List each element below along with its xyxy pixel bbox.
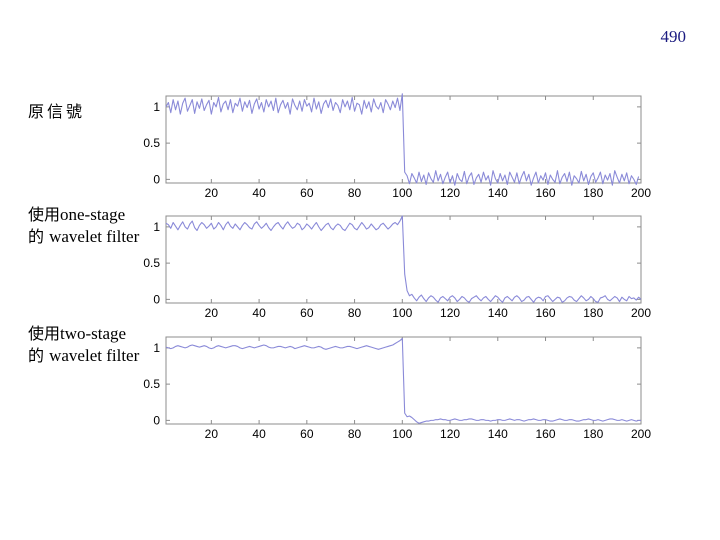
x-tick-label: 160 bbox=[536, 186, 556, 200]
x-tick-label: 80 bbox=[348, 186, 362, 200]
plot-frame bbox=[165, 95, 642, 184]
label-two-stage-line2: 的 wavelet filter bbox=[28, 345, 139, 367]
x-tick-label: 180 bbox=[583, 186, 603, 200]
label-one-stage-prefix: 使用 bbox=[28, 205, 61, 224]
plot-frame bbox=[165, 336, 642, 425]
x-tick-label: 60 bbox=[300, 427, 314, 441]
y-tick-label: 0 bbox=[153, 292, 160, 306]
x-tick-label: 140 bbox=[488, 427, 508, 441]
series-line-1 bbox=[165, 337, 641, 424]
label-two-stage-text: two-stage bbox=[60, 324, 127, 343]
x-tick-label: 20 bbox=[205, 306, 219, 320]
series-line-1 bbox=[165, 215, 642, 303]
x-tick-label: 120 bbox=[440, 186, 460, 200]
x-tick-label: 120 bbox=[440, 306, 460, 320]
x-tick-label: 20 bbox=[205, 427, 219, 441]
x-tick-label: 40 bbox=[252, 306, 266, 320]
label-two-stage-de: 的 bbox=[28, 346, 45, 365]
x-tick-label: 180 bbox=[583, 306, 603, 320]
label-one-stage: 使用one-stage 的 wavelet filter bbox=[28, 204, 139, 248]
y-tick-label: 1 bbox=[153, 341, 160, 355]
label-one-stage-de: 的 bbox=[28, 227, 45, 246]
label-two-stage-wavelet: wavelet filter bbox=[49, 346, 140, 365]
x-tick-label: 60 bbox=[300, 186, 314, 200]
x-tick-label: 120 bbox=[440, 427, 460, 441]
y-tick-label: 0 bbox=[153, 413, 160, 427]
series-line-1 bbox=[165, 93, 640, 186]
x-tick-label: 40 bbox=[252, 186, 266, 200]
x-tick-label: 100 bbox=[392, 186, 412, 200]
y-tick-label: 0.5 bbox=[143, 136, 160, 150]
x-tick-label: 140 bbox=[488, 306, 508, 320]
label-one-stage-line1: 使用one-stage bbox=[28, 204, 139, 226]
y-tick-label: 0.5 bbox=[143, 256, 160, 270]
x-tick-label: 40 bbox=[252, 427, 266, 441]
label-two-stage: 使用two-stage 的 wavelet filter bbox=[28, 323, 139, 367]
x-tick-label: 80 bbox=[348, 427, 362, 441]
x-tick-label: 100 bbox=[392, 306, 412, 320]
x-tick-label: 200 bbox=[631, 306, 651, 320]
y-tick-label: 0 bbox=[153, 172, 160, 186]
y-tick-label: 1 bbox=[153, 220, 160, 234]
x-tick-label: 140 bbox=[488, 186, 508, 200]
x-tick-label: 80 bbox=[348, 306, 362, 320]
label-one-stage-wavelet: wavelet filter bbox=[49, 227, 140, 246]
label-original-text: 原信號 bbox=[28, 102, 86, 121]
y-tick-label: 1 bbox=[153, 100, 160, 114]
y-tick-label: 0.5 bbox=[143, 377, 160, 391]
x-tick-label: 160 bbox=[536, 427, 556, 441]
x-tick-label: 160 bbox=[536, 306, 556, 320]
x-tick-label: 180 bbox=[583, 427, 603, 441]
x-tick-label: 200 bbox=[631, 427, 651, 441]
label-one-stage-text: one-stage bbox=[60, 205, 126, 224]
chart-panel-3: 20 40 60 80 100 120 140 160 180 200 0 0.5 1 bbox=[143, 336, 651, 441]
page-number: 490 bbox=[660, 27, 687, 46]
label-original-signal: 原信號 bbox=[28, 101, 85, 123]
label-two-stage-prefix: 使用 bbox=[28, 324, 61, 343]
chart-panel-1: 20 40 60 80 100 120 140 160 180 200 0 0.5 1 bbox=[143, 93, 651, 200]
x-tick-label: 20 bbox=[205, 186, 219, 200]
x-tick-label: 200 bbox=[631, 186, 651, 200]
label-one-stage-line2: 的 wavelet filter bbox=[28, 226, 139, 248]
x-tick-label: 100 bbox=[392, 427, 412, 441]
chart-panel-2: 20 40 60 80 100 120 140 160 180 200 0 0.5 1 bbox=[143, 215, 651, 320]
plot-frame bbox=[165, 215, 642, 304]
label-two-stage-line1: 使用two-stage bbox=[28, 323, 139, 345]
x-tick-label: 60 bbox=[300, 306, 314, 320]
